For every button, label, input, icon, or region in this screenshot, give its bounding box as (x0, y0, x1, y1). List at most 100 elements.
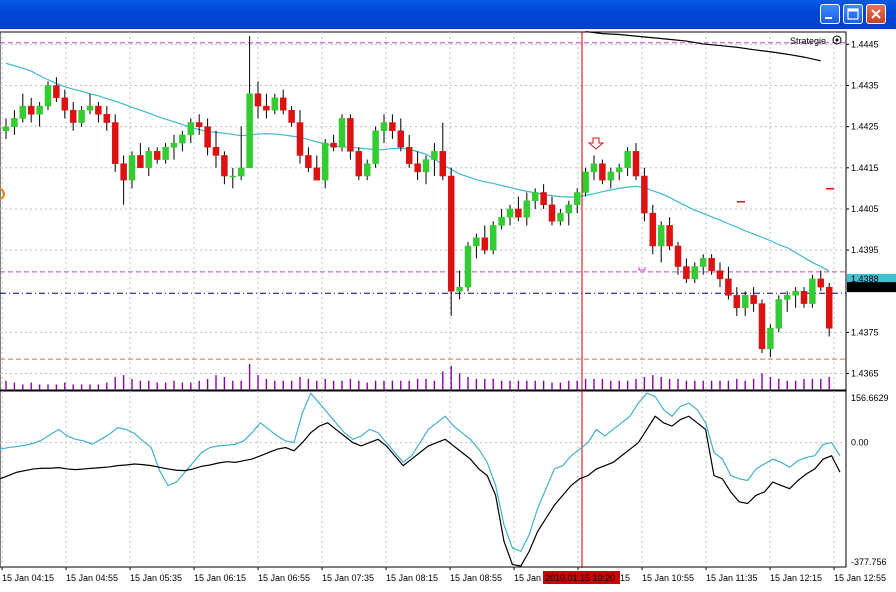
candle (347, 114, 354, 160)
time-axis-label: 15 Jan 12:15 (770, 573, 822, 583)
candle-body (708, 258, 715, 271)
candle-body (254, 93, 262, 107)
price-axis-label: 1.4375 (851, 327, 879, 337)
candle-body (624, 151, 631, 169)
oscillator-axis-label: 0.00 (851, 438, 869, 448)
candle-body (515, 208, 522, 218)
candle-body (767, 328, 774, 350)
maximize-button[interactable] (843, 4, 863, 24)
candle-body (405, 146, 413, 164)
candle-body (817, 278, 825, 288)
cursor-time-badge (543, 571, 620, 584)
candle (288, 106, 295, 127)
candle (296, 110, 304, 164)
candle-body (78, 109, 85, 123)
minimize-icon (825, 17, 832, 19)
candle-body (523, 200, 531, 218)
marker-bracket (638, 267, 646, 271)
candle-body (27, 105, 35, 115)
bid-price-badge (847, 273, 896, 284)
candle (44, 81, 52, 111)
candle-body (691, 266, 699, 280)
candle-body (439, 151, 447, 177)
candle (137, 143, 144, 169)
price-axis-label: 1.4405 (851, 204, 879, 214)
candle-body (95, 105, 102, 115)
candle-body (347, 118, 354, 152)
indicator-label: Strategie (790, 36, 826, 46)
candle-body (170, 142, 178, 148)
candle-body (137, 155, 144, 169)
time-axis-label: 15 Jan 12:55 (834, 573, 886, 583)
candle-body (187, 122, 195, 136)
candle-body (498, 216, 505, 226)
candle (313, 155, 321, 181)
candle (456, 270, 463, 300)
candle (111, 114, 119, 172)
candle (750, 287, 757, 312)
candle-body (389, 122, 396, 132)
candle-body (599, 163, 606, 181)
candle-body (53, 85, 60, 99)
time-axis-label: 15 Jan 07:35 (322, 573, 374, 583)
candle (212, 130, 220, 168)
close-button[interactable] (866, 4, 886, 24)
candle-body (582, 171, 589, 193)
candle-body (825, 286, 833, 329)
candle-body (506, 208, 514, 218)
candle-body (380, 122, 388, 132)
candle-body (741, 295, 749, 308)
price-axis-label: 1.4425 (851, 122, 879, 132)
time-axis-label: 15 Jan 04:55 (66, 573, 118, 583)
oscillator-slow-line (0, 415, 841, 567)
candle-body (355, 151, 363, 177)
candle (397, 118, 405, 152)
candle (464, 241, 472, 292)
candle (565, 200, 573, 226)
ma-slow-line (585, 30, 821, 62)
minimize-button[interactable] (820, 4, 840, 24)
bid-price-label: 1.4388 (851, 274, 879, 284)
candle (615, 163, 623, 181)
candle (523, 192, 531, 226)
candle-body (338, 118, 346, 148)
candle (708, 254, 715, 275)
candle-body (632, 151, 640, 177)
candle (473, 233, 480, 259)
oscillator-axis-label: -377.756 (851, 557, 887, 567)
candle (355, 147, 363, 181)
candle-body (573, 192, 581, 206)
candle-body (758, 303, 766, 350)
candle (641, 167, 648, 222)
candle (363, 159, 371, 181)
candle-body (422, 159, 430, 173)
candle (607, 167, 615, 189)
candle-body (716, 270, 724, 280)
candle (809, 274, 816, 308)
candle (683, 258, 690, 284)
maximize-icon (847, 8, 859, 20)
candle-body (229, 175, 237, 178)
candle-body (800, 290, 808, 304)
candle-body (750, 295, 757, 304)
window-titlebar[interactable] (0, 0, 896, 30)
candle (725, 266, 732, 300)
candle-body (145, 151, 153, 169)
candle (767, 324, 774, 358)
chart-area[interactable]: Strategie 1.4445 1.4435 1.4425 1.4415 1.4405 1… (0, 29, 896, 592)
candle (506, 204, 514, 226)
price-axis-label: 1.4365 (851, 369, 879, 379)
candle (674, 241, 682, 275)
candle (515, 196, 522, 222)
candle-body (162, 146, 169, 160)
candle-body (540, 192, 547, 206)
candle (263, 93, 270, 119)
candle-body (321, 142, 329, 181)
candle (27, 97, 35, 123)
candle (53, 77, 60, 102)
candle-body (179, 134, 186, 144)
candle-body (649, 212, 657, 247)
candle (271, 93, 279, 115)
candle-body (237, 167, 245, 177)
price-axis-label: 1.4395 (851, 245, 879, 255)
